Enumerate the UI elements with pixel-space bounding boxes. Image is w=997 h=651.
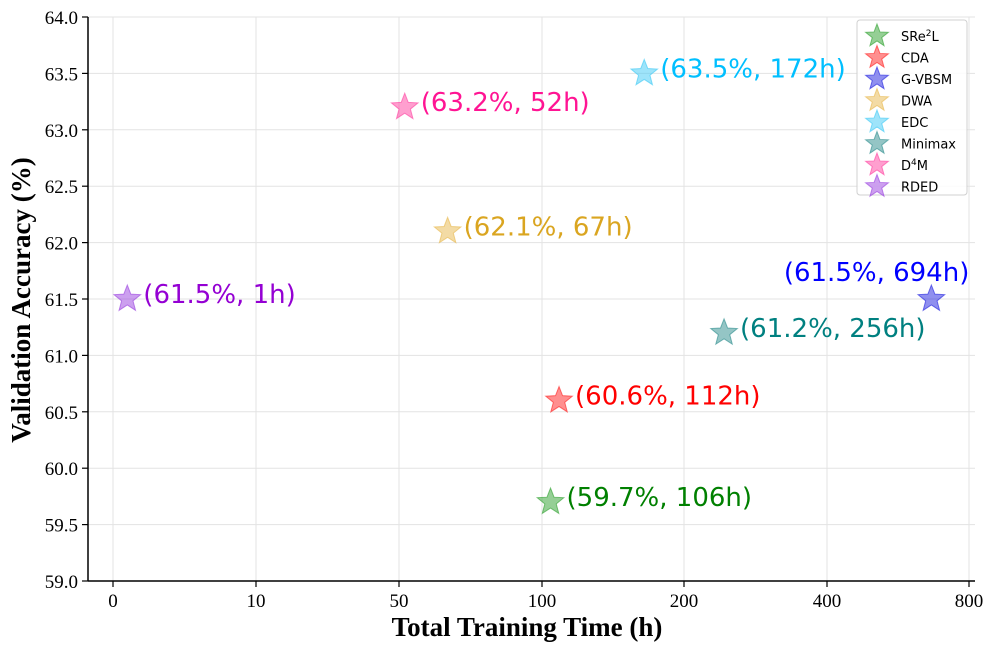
data-point-star (916, 283, 947, 312)
y-tick-label: 60.5 (45, 403, 78, 424)
legend-entry: D4M (901, 158, 928, 174)
y-tick-label: 63.0 (45, 121, 78, 142)
data-label: (61.5%, 1h) (143, 280, 295, 310)
x-tick-label: 800 (955, 591, 984, 612)
x-tick-label: 50 (390, 591, 409, 612)
legend-marker (864, 151, 890, 176)
data-label: (60.6%, 112h) (575, 382, 761, 412)
x-axis-title: Total Training Time (h) (392, 612, 663, 642)
data-label: (61.5%, 694h) (784, 258, 970, 288)
legend-marker (864, 87, 890, 112)
legend-box (856, 19, 968, 196)
y-tick-label: 59.0 (45, 572, 78, 593)
y-tick-label: 64.0 (45, 8, 78, 29)
legend-marker (864, 22, 890, 47)
y-tick-label: 61.5 (45, 290, 78, 311)
y-tick-label: 62.0 (45, 234, 78, 255)
data-point-star (432, 215, 463, 244)
data-label: (61.2%, 256h) (740, 314, 926, 344)
y-tick-label: 61.0 (45, 346, 78, 367)
y-axis-title: Validation Accuracy (%) (6, 157, 36, 443)
x-tick-label: 10 (247, 591, 266, 612)
data-point-star (390, 91, 420, 120)
data-point-star (709, 317, 739, 346)
data-label: (63.5%, 172h) (660, 54, 846, 84)
y-tick-label: 59.5 (45, 516, 78, 537)
data-label: (62.1%, 67h) (464, 212, 633, 242)
data-points: (59.7%, 106h) (60.6%, 112h) (61.5%, 694h) (… (112, 54, 970, 515)
legend-marker (864, 65, 890, 90)
legend-entry: SRe2L (901, 29, 939, 45)
grid (88, 16, 975, 582)
legend-entry: G-VBSM (901, 73, 952, 88)
legend-marker (864, 173, 890, 198)
data-label: (63.2%, 52h) (421, 88, 590, 118)
legend-entry: CDA (901, 52, 929, 67)
x-tick-label: 200 (670, 591, 699, 612)
y-tick-label: 62.5 (45, 177, 78, 198)
legend-marker (864, 130, 890, 155)
data-point-star (629, 58, 659, 86)
legend-marker (864, 44, 890, 69)
data-label: (59.7%, 106h) (567, 483, 753, 513)
data-point-star (535, 486, 566, 515)
legend-entry: EDC (901, 116, 928, 131)
x-tick-label: 100 (528, 591, 557, 612)
legend-entry: DWA (901, 95, 932, 110)
legend-marker (864, 108, 890, 133)
legend: SRe2L CDA G-VBSM DWA EDC Minimax D4M RDED (856, 19, 968, 198)
data-point-star (112, 283, 142, 312)
legend-entry: Minimax (901, 138, 956, 153)
tick-labels: 0 10 50 100 200 400 800 59.0 59.5 60.0 60.5 61.0 61.… (45, 8, 984, 612)
x-tick-label: 0 (108, 591, 118, 612)
x-tick-label: 400 (813, 591, 842, 612)
y-tick-label: 63.5 (45, 64, 78, 85)
legend-entry: RDED (901, 181, 938, 196)
data-point-star (544, 385, 574, 413)
y-tick-label: 60.0 (45, 459, 78, 480)
